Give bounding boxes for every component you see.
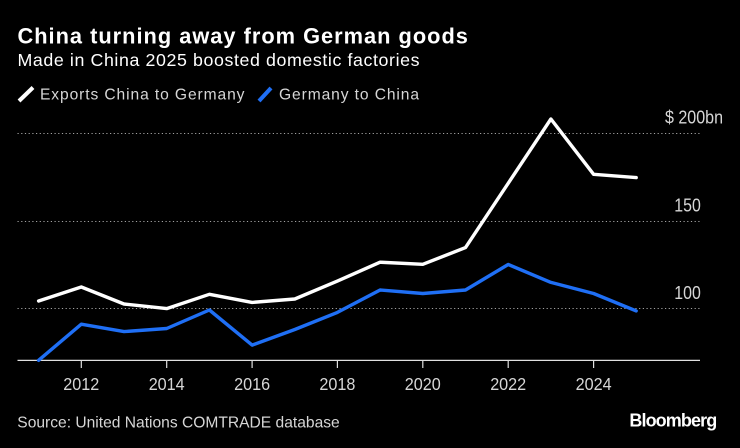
- svg-text:China turning away from German: China turning away from German goods: [18, 24, 469, 49]
- svg-text:2024: 2024: [576, 374, 612, 394]
- svg-text:2020: 2020: [405, 374, 441, 394]
- svg-text:100: 100: [674, 282, 701, 303]
- svg-text:2016: 2016: [234, 374, 270, 394]
- svg-text:2022: 2022: [490, 374, 526, 394]
- svg-text:Bloomberg: Bloomberg: [629, 411, 716, 431]
- svg-text:2018: 2018: [319, 374, 355, 394]
- svg-text:Exports China to Germany: Exports China to Germany: [40, 87, 245, 104]
- svg-text:$ 200bn: $ 200bn: [665, 107, 723, 128]
- svg-text:Source: United Nations COMTRAD: Source: United Nations COMTRADE database: [17, 414, 339, 431]
- svg-text:150: 150: [674, 194, 701, 215]
- svg-text:Made in China 2025 boosted dom: Made in China 2025 boosted domestic fact…: [18, 50, 421, 70]
- svg-text:Germany to China: Germany to China: [279, 87, 420, 104]
- svg-text:2014: 2014: [149, 374, 185, 394]
- svg-text:2012: 2012: [63, 374, 99, 394]
